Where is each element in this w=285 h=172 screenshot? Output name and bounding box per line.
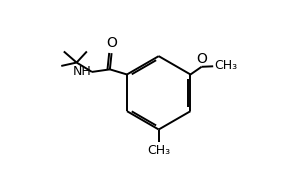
Text: NH: NH bbox=[72, 64, 91, 78]
Text: O: O bbox=[196, 52, 207, 66]
Text: CH₃: CH₃ bbox=[147, 144, 170, 157]
Text: O: O bbox=[106, 36, 117, 50]
Text: CH₃: CH₃ bbox=[214, 60, 237, 72]
